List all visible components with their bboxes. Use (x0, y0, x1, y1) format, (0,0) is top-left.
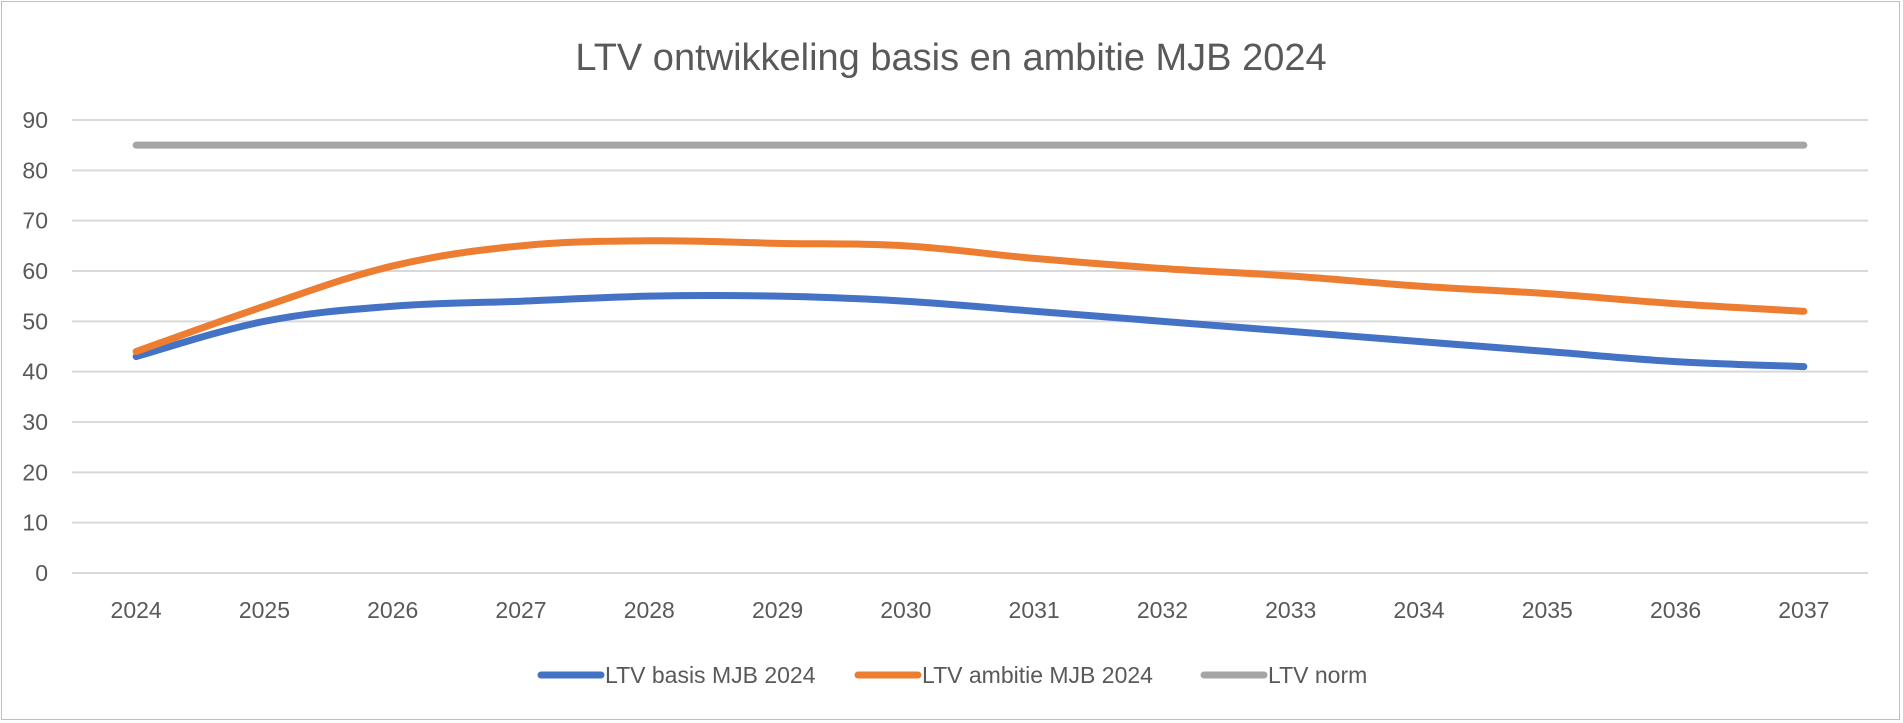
x-tick-label: 2037 (1778, 597, 1829, 623)
y-tick-label: 90 (22, 107, 48, 133)
x-tick-label: 2031 (1009, 597, 1060, 623)
y-tick-label: 50 (22, 308, 48, 334)
y-axis-tick-labels: 0 10 20 30 40 50 60 70 80 90 (22, 107, 48, 586)
series-lines (132, 141, 1808, 371)
legend-label-ltv-ambitie-mjb-2024: LTV ambitie MJB 2024 (922, 662, 1153, 688)
x-tick-label: 2032 (1137, 597, 1188, 623)
x-tick-label: 2024 (111, 597, 162, 623)
x-tick-label: 2034 (1393, 597, 1444, 623)
y-tick-label: 70 (22, 208, 48, 234)
y-tick-label: 40 (22, 359, 48, 385)
x-tick-label: 2028 (624, 597, 675, 623)
x-tick-label: 2030 (880, 597, 931, 623)
x-axis-tick-labels: 2024 2025 2026 2027 2028 2029 2030 2031 2032 2033… (111, 597, 1830, 623)
x-tick-label: 2036 (1650, 597, 1701, 623)
y-tick-label: 0 (35, 560, 48, 586)
x-tick-label: 2026 (367, 597, 418, 623)
legend-label-ltv-norm: LTV norm (1268, 662, 1367, 688)
series-line-ltv-basis-mjb-2024 (132, 291, 1808, 371)
series-line-ltv-ambitie-mjb-2024 (132, 237, 1808, 356)
y-tick-label: 20 (22, 459, 48, 485)
y-tick-label: 30 (22, 409, 48, 435)
gridlines (72, 119, 1868, 574)
legend: LTV basis MJB 2024 LTV ambitie MJB 2024 LT… (537, 662, 1367, 688)
x-tick-label: 2027 (495, 597, 546, 623)
x-tick-label: 2025 (239, 597, 290, 623)
x-tick-label: 2029 (752, 597, 803, 623)
x-tick-label: 2033 (1265, 597, 1316, 623)
y-tick-label: 10 (22, 510, 48, 536)
x-tick-label: 2035 (1522, 597, 1573, 623)
legend-label-ltv-basis-mjb-2024: LTV basis MJB 2024 (605, 662, 816, 688)
y-tick-label: 60 (22, 258, 48, 284)
chart-title: LTV ontwikkeling basis en ambitie MJB 20… (575, 37, 1326, 79)
y-tick-label: 80 (22, 157, 48, 183)
